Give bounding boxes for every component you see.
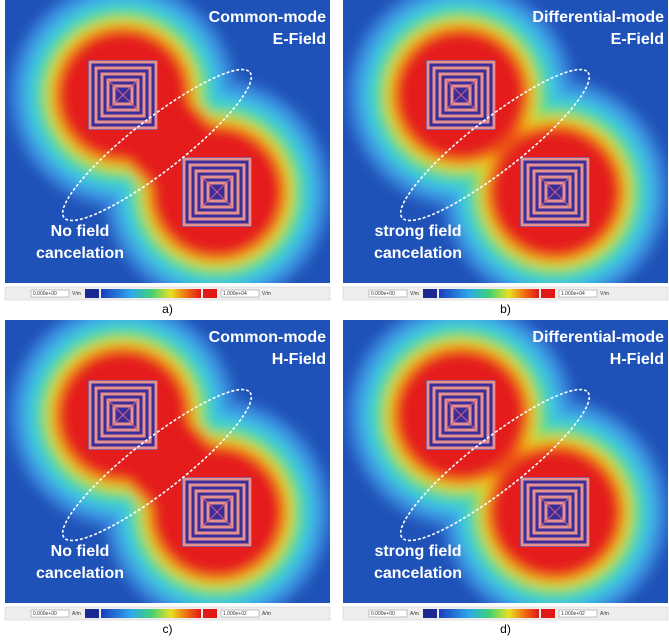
scale-min: 0.000e+00 (33, 291, 57, 297)
caption: d) (500, 622, 511, 636)
panel: Differential-mode E-Field strong field canc… (343, 0, 668, 316)
colorbar: 0.000e+00 A/m 1.000e+02 A/m (343, 607, 668, 620)
max-swatch (541, 609, 555, 618)
annotation: strong field (374, 543, 461, 560)
gradient (439, 289, 539, 298)
panel-title: Differential-mode (532, 9, 664, 26)
caption: b) (500, 302, 511, 316)
scale-unit: V/m (72, 291, 81, 297)
max-swatch (203, 289, 217, 298)
panel-title: H-Field (610, 351, 664, 368)
panel-title: Differential-mode (532, 329, 664, 346)
colorbar: 0.000e+00 A/m 1.000e+02 A/m (5, 607, 330, 620)
scale-unit: A/m (262, 611, 271, 617)
scale-min: 0.000e+00 (33, 611, 57, 617)
gradient (101, 289, 201, 298)
scale-min: 0.000e+00 (371, 611, 395, 617)
annotation: cancelation (374, 565, 462, 582)
panel-title: Common-mode (209, 9, 326, 26)
caption: a) (162, 302, 173, 316)
min-swatch (85, 289, 99, 298)
panel-title: E-Field (611, 31, 664, 48)
scale-unit: A/m (72, 611, 81, 617)
scale-max: 1.000e+04 (223, 291, 247, 297)
gradient (439, 609, 539, 618)
panel: Differential-mode H-Field strong field canc… (343, 303, 668, 636)
annotation: strong field (374, 223, 461, 240)
max-swatch (203, 609, 217, 618)
colorbar: 0.000e+00 V/m 1.000e+04 V/m (5, 287, 330, 300)
scale-max: 1.000e+02 (561, 611, 585, 617)
annotation: cancelation (36, 565, 124, 582)
panel-title: E-Field (273, 31, 326, 48)
annotation: cancelation (374, 245, 462, 262)
scale-min: 0.000e+00 (371, 291, 395, 297)
max-swatch (541, 289, 555, 298)
panel-title: Common-mode (209, 329, 326, 346)
figure: Common-mode E-Field No field cancelation 0.0… (0, 0, 669, 641)
scale-unit: A/m (410, 611, 419, 617)
annotation: cancelation (36, 245, 124, 262)
scale-max: 1.000e+04 (561, 291, 585, 297)
scale-unit: V/m (262, 291, 271, 297)
annotation: No field (51, 223, 110, 240)
annotation: No field (51, 543, 110, 560)
panel: Common-mode H-Field No field cancelation 0.0… (5, 303, 330, 636)
gradient (101, 609, 201, 618)
colorbar: 0.000e+00 V/m 1.000e+04 V/m (343, 287, 668, 300)
scale-unit: V/m (410, 291, 419, 297)
scale-unit: V/m (600, 291, 609, 297)
min-swatch (85, 609, 99, 618)
scale-unit: A/m (600, 611, 609, 617)
caption: c) (163, 622, 173, 636)
panel: Common-mode E-Field No field cancelation 0.0… (5, 0, 330, 316)
min-swatch (423, 289, 437, 298)
min-swatch (423, 609, 437, 618)
scale-max: 1.000e+02 (223, 611, 247, 617)
panel-title: H-Field (272, 351, 326, 368)
